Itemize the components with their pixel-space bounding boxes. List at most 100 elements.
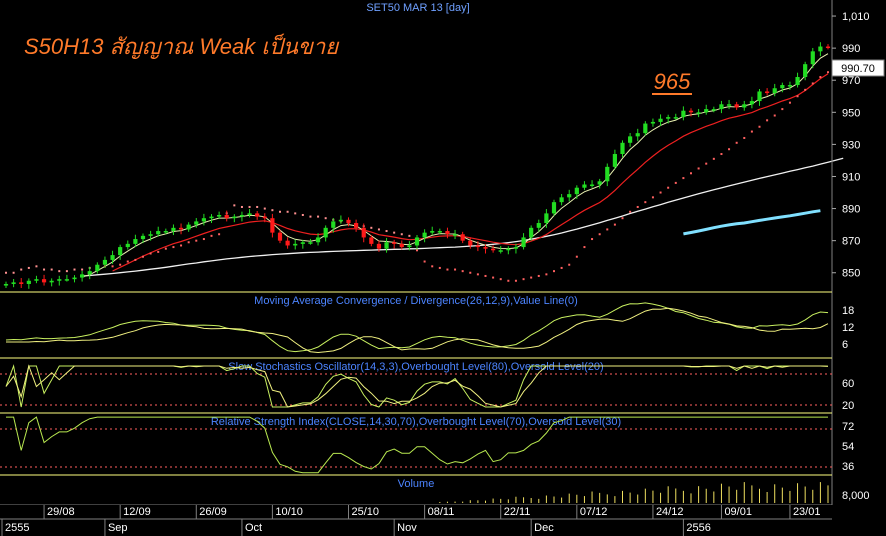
sar-dot bbox=[111, 265, 114, 268]
stoch-d-line bbox=[5, 364, 829, 408]
candle-body bbox=[643, 123, 648, 134]
candle-body bbox=[186, 224, 191, 230]
candle-body bbox=[628, 136, 633, 143]
candle-body bbox=[658, 118, 663, 122]
candle-body bbox=[688, 110, 694, 113]
sar-dot bbox=[499, 278, 502, 281]
sar-dot bbox=[750, 130, 753, 133]
sar-dot bbox=[507, 279, 510, 282]
sar-dot bbox=[484, 274, 487, 277]
date-tick-label: 25/10 bbox=[352, 506, 380, 518]
sar-dot bbox=[400, 233, 403, 236]
sar-dot bbox=[218, 233, 221, 236]
sar-dot bbox=[20, 268, 23, 271]
candle-body bbox=[780, 85, 785, 89]
month-label: Dec bbox=[534, 522, 554, 534]
panel-title: Moving Average Convergence / Divergence(… bbox=[254, 295, 578, 307]
candle-body bbox=[704, 109, 709, 113]
date-tick-label: 24/12 bbox=[656, 506, 684, 518]
candle-body bbox=[11, 282, 16, 284]
sar-dot bbox=[454, 268, 457, 271]
candle-body bbox=[354, 223, 359, 228]
sar-dot bbox=[568, 263, 571, 266]
sar-dot bbox=[157, 250, 160, 253]
candle-body bbox=[803, 64, 808, 78]
sar-dot bbox=[195, 239, 198, 242]
month-label: 2555 bbox=[5, 522, 29, 534]
sar-dot bbox=[522, 278, 525, 281]
candle-body bbox=[468, 240, 473, 246]
price-tick-label: 850 bbox=[842, 268, 860, 280]
sar-dot bbox=[12, 271, 15, 274]
sar-dot bbox=[766, 119, 769, 122]
candle-body bbox=[445, 231, 450, 235]
sar-dot bbox=[492, 276, 495, 279]
sar-dot bbox=[530, 276, 533, 279]
candle-body bbox=[620, 142, 625, 155]
sar-dot bbox=[5, 271, 7, 274]
sar-dot bbox=[758, 125, 761, 128]
candle-body bbox=[95, 264, 100, 272]
date-axis: 29/08 12/09 26/09 10/10 25/10 08/11 22/11 07/12… bbox=[0, 505, 886, 536]
sar-dot bbox=[256, 205, 259, 208]
sar-dot bbox=[301, 213, 304, 216]
candle-body bbox=[430, 231, 435, 233]
sar-dot bbox=[202, 238, 205, 241]
sar-dot bbox=[187, 241, 190, 244]
candle-body bbox=[407, 245, 412, 248]
candlesticks bbox=[3, 42, 831, 289]
sar-dot bbox=[811, 82, 814, 85]
sar-dot bbox=[286, 210, 289, 213]
panel-title: Slow Stochastics Oscillator(14,3,3),Over… bbox=[228, 361, 603, 373]
candle-body bbox=[308, 242, 313, 244]
candle-body bbox=[673, 117, 678, 119]
sar-dot bbox=[126, 260, 129, 263]
sar-dot bbox=[271, 209, 274, 212]
candle-body bbox=[255, 213, 260, 217]
candle-body bbox=[696, 112, 701, 114]
candle-body bbox=[605, 166, 610, 182]
indicator-panel: Volume 8,000 bbox=[0, 474, 870, 503]
sar-dot bbox=[324, 217, 327, 220]
sar-dot bbox=[43, 268, 46, 271]
sar-dot bbox=[65, 270, 68, 273]
sar-dot bbox=[514, 279, 517, 282]
candle-body bbox=[72, 277, 77, 280]
sar-dot bbox=[781, 108, 784, 111]
candle-body bbox=[163, 231, 168, 233]
candle-body bbox=[399, 243, 404, 248]
panel-tick-label: 6 bbox=[842, 339, 848, 351]
panel-title: Volume bbox=[398, 478, 435, 490]
candle-body bbox=[437, 231, 442, 233]
price-tick-label: 930 bbox=[842, 139, 860, 151]
date-tick-label: 26/09 bbox=[199, 506, 227, 518]
candle-body bbox=[346, 219, 351, 224]
candle-body bbox=[749, 101, 754, 105]
candle-body bbox=[825, 46, 831, 49]
candle-body bbox=[148, 234, 153, 236]
candle-body bbox=[506, 248, 511, 251]
blue-trend-line bbox=[683, 209, 821, 236]
candle-body bbox=[376, 243, 382, 249]
sar-dot bbox=[819, 76, 822, 79]
candle-body bbox=[810, 51, 815, 65]
candle-body bbox=[270, 218, 275, 233]
candle-body bbox=[460, 234, 465, 241]
sar-dot bbox=[377, 228, 380, 231]
candle-body bbox=[734, 104, 739, 108]
candle-body bbox=[772, 88, 777, 94]
candle-body bbox=[331, 221, 336, 228]
price-axis: 1,010 990 970 950 930 910 890 870 850 bbox=[831, 0, 870, 536]
rsi-line bbox=[6, 416, 828, 474]
candle-body bbox=[551, 202, 557, 214]
panel-tick-label: 60 bbox=[842, 378, 854, 390]
candle-body bbox=[536, 223, 541, 228]
candle-body bbox=[369, 237, 374, 244]
month-label: Oct bbox=[245, 522, 262, 534]
sar-dot bbox=[149, 252, 152, 255]
indicator-panel: Moving Average Convergence / Divergence(… bbox=[0, 291, 854, 354]
candle-body bbox=[87, 271, 92, 275]
sar-dot bbox=[606, 228, 609, 231]
candle-body bbox=[19, 282, 24, 284]
sar-dot bbox=[431, 265, 434, 268]
